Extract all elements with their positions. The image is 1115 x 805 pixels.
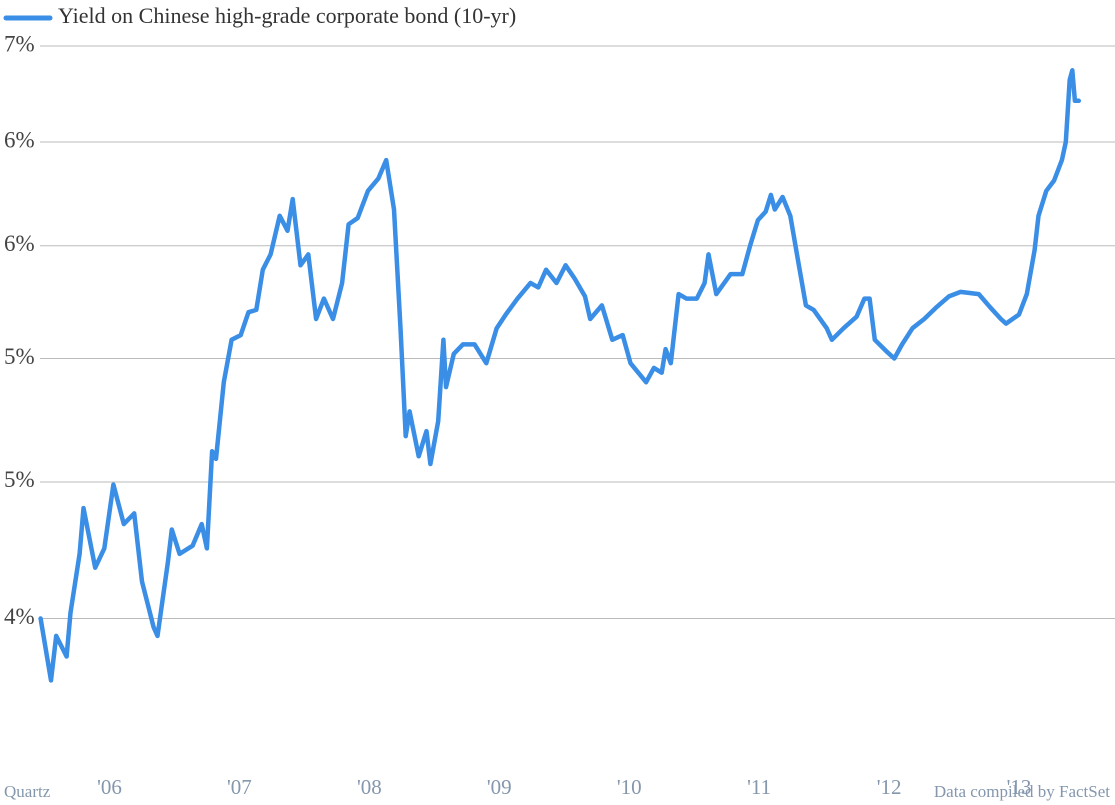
x-tick-label: '13	[1007, 775, 1032, 799]
source-right: Data compiled by FactSet	[934, 782, 1110, 801]
y-tick-label: 5%	[4, 344, 35, 369]
x-tick-label: '10	[617, 775, 642, 799]
x-tick-label: '08	[357, 775, 382, 799]
y-tick-label: 6%	[4, 231, 35, 256]
x-tick-label: '11	[747, 775, 771, 799]
x-tick-label: '12	[877, 775, 902, 799]
y-tick-label: 5%	[4, 467, 35, 492]
data-line	[38, 68, 1082, 683]
y-tick-label: 6%	[4, 127, 35, 152]
source-left: Quartz	[4, 782, 51, 801]
legend-label: Yield on Chinese high-grade corporate bo…	[58, 3, 516, 28]
x-tick-label: '09	[487, 775, 512, 799]
x-tick-label: '06	[97, 775, 122, 799]
x-tick-label: '07	[227, 775, 252, 799]
y-tick-label: 4%	[4, 604, 35, 629]
y-tick-label: 7%	[4, 31, 35, 56]
